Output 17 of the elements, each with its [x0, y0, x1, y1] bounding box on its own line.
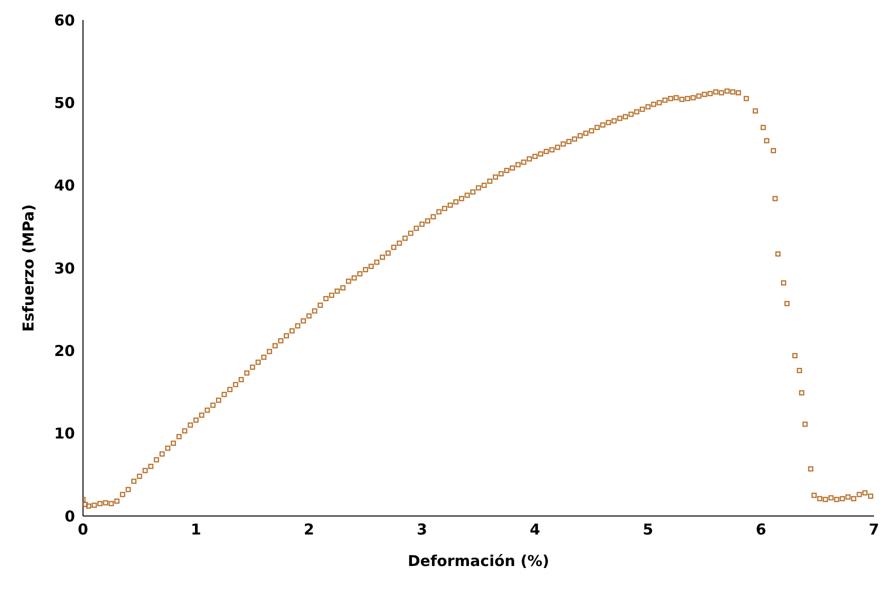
- x-tick-label: 4: [530, 520, 540, 539]
- y-tick-label: 0: [64, 507, 75, 526]
- x-tick-label: 1: [190, 520, 202, 539]
- y-tick-label: 20: [54, 342, 75, 360]
- y-tick-label: 30: [54, 259, 75, 278]
- x-tick-label: 0: [78, 520, 88, 539]
- y-tick-label: 60: [54, 11, 75, 30]
- x-tick-label: 6: [756, 520, 766, 539]
- x-axis-title: Deformación (%): [408, 552, 550, 570]
- x-tick-label: 5: [642, 520, 654, 539]
- y-tick-label: 10: [54, 424, 75, 443]
- x-tick-label: 7: [868, 520, 880, 539]
- y-axis-title: Esfuerzo (MPa): [19, 204, 38, 332]
- x-tick-label: 2: [304, 520, 314, 539]
- y-tick-label: 40: [54, 176, 75, 195]
- x-tick-label: 3: [416, 520, 428, 539]
- y-tick-label: 50: [54, 94, 75, 112]
